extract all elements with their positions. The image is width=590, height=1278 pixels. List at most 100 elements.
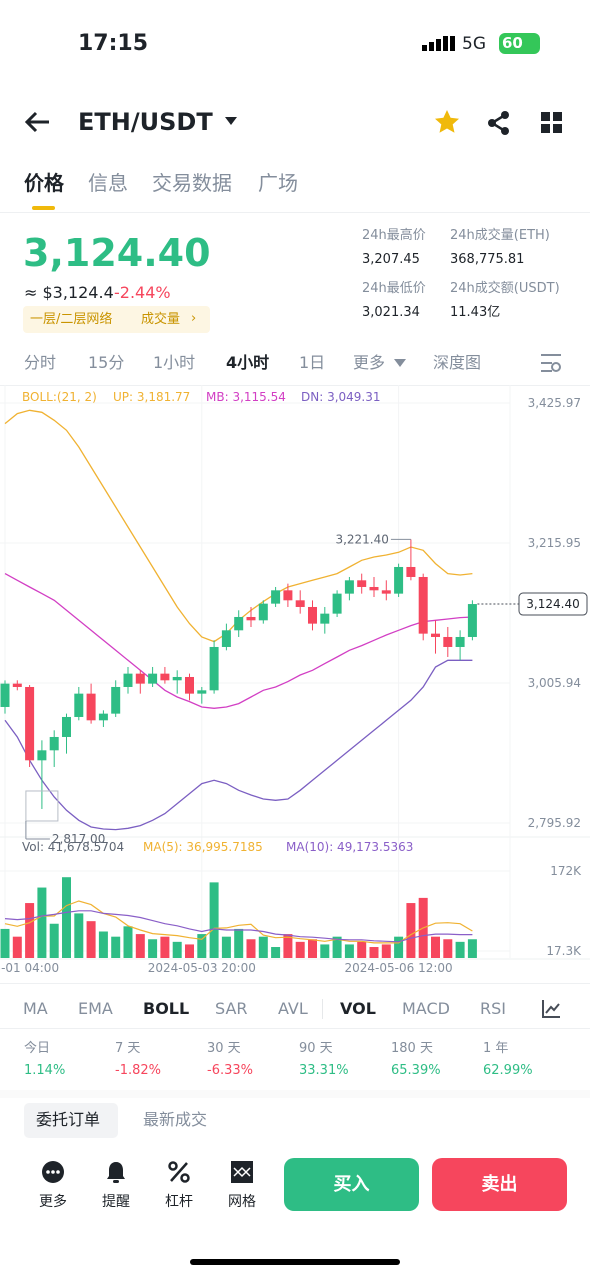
volume-bar bbox=[209, 882, 219, 958]
stat-value: 368,775.81 bbox=[450, 252, 525, 267]
more-icon[interactable] bbox=[41, 1160, 65, 1184]
alert-icon[interactable] bbox=[104, 1160, 128, 1184]
last-price-label: 3,124.40 bbox=[526, 597, 579, 611]
candle-body bbox=[123, 673, 133, 687]
period-label: 1 年 bbox=[483, 1041, 509, 1056]
tool-label[interactable]: 网格 bbox=[228, 1194, 256, 1210]
tag[interactable]: 一层/二层网络 bbox=[30, 312, 113, 327]
volume-bar bbox=[443, 939, 453, 958]
separator bbox=[322, 999, 323, 1019]
tab[interactable]: 信息 bbox=[88, 171, 128, 195]
candle-body bbox=[308, 606, 317, 624]
low-box bbox=[25, 790, 59, 822]
candle-body bbox=[74, 693, 84, 717]
order-tab[interactable]: 最新成交 bbox=[143, 1110, 208, 1129]
sell-button[interactable]: 卖出 bbox=[432, 1158, 567, 1211]
back-icon[interactable] bbox=[24, 110, 52, 134]
indicator[interactable]: SAR bbox=[215, 999, 248, 1018]
kline-chart: 2024-05-01 04:00 2024-05-03 20:00 2024-05-… bbox=[0, 385, 590, 975]
stat-value: 3,021.34 bbox=[362, 305, 420, 320]
volume-bar bbox=[246, 939, 256, 958]
volume-bar bbox=[357, 941, 367, 958]
indicator[interactable]: MACD bbox=[402, 999, 450, 1018]
volume-bar bbox=[74, 913, 84, 958]
dropdown-icon[interactable] bbox=[224, 116, 238, 126]
indicator[interactable]: EMA bbox=[78, 999, 113, 1018]
settings-icon[interactable] bbox=[540, 353, 562, 373]
tool-label[interactable]: 提醒 bbox=[102, 1194, 130, 1210]
pair[interactable]: ETH/USDT bbox=[78, 108, 213, 136]
tab[interactable]: 广场 bbox=[258, 171, 298, 195]
home-indicator bbox=[190, 1259, 400, 1265]
candle-body bbox=[418, 576, 428, 634]
boll-legend: DN: 3,049.31 bbox=[301, 390, 381, 404]
volume-legend: MA(10): 49,173.5363 bbox=[286, 840, 413, 854]
volume-bar bbox=[98, 931, 108, 958]
candle-body bbox=[86, 693, 96, 721]
interval[interactable]: 15分 bbox=[88, 353, 125, 372]
period-change: -6.33% bbox=[207, 1063, 253, 1078]
volume-bar bbox=[49, 923, 59, 958]
indicator[interactable]: RSI bbox=[480, 999, 506, 1018]
candle-body bbox=[135, 673, 145, 684]
indicator[interactable]: BOLL bbox=[143, 999, 190, 1018]
tab[interactable]: 交易数据 bbox=[152, 171, 232, 195]
candle-body bbox=[394, 566, 404, 594]
candle-body bbox=[271, 590, 281, 604]
indicator[interactable]: MA bbox=[23, 999, 48, 1018]
boll-legend: BOLL:(21, 2) bbox=[22, 390, 97, 404]
stat-label: 24h最低价 bbox=[362, 281, 426, 296]
signal-icon bbox=[422, 36, 455, 51]
tag-chip[interactable] bbox=[23, 306, 210, 333]
candle-body bbox=[246, 616, 256, 621]
tag[interactable]: 成交量 bbox=[141, 312, 181, 327]
indicator[interactable]: AVL bbox=[278, 999, 308, 1018]
share-icon[interactable] bbox=[486, 110, 512, 136]
candle-body bbox=[431, 633, 440, 637]
margin-icon[interactable] bbox=[167, 1160, 191, 1184]
star-icon[interactable] bbox=[434, 109, 460, 135]
low-label: 2,817.00 bbox=[52, 832, 105, 846]
volume-bar bbox=[86, 921, 96, 958]
period-label: 7 天 bbox=[115, 1041, 141, 1056]
divider bbox=[0, 212, 590, 213]
tool-label[interactable]: 杠杆 bbox=[165, 1194, 193, 1210]
interval[interactable]: 分时 bbox=[24, 353, 57, 372]
buy-button[interactable]: 买入 bbox=[284, 1158, 419, 1211]
y-tick-label: 3,215.95 bbox=[528, 536, 581, 550]
tool-label[interactable]: 更多 bbox=[39, 1194, 67, 1210]
volume-bar bbox=[0, 928, 10, 958]
grid-icon[interactable] bbox=[230, 1160, 254, 1184]
chart-settings-icon[interactable] bbox=[541, 999, 561, 1019]
indicator[interactable]: VOL bbox=[340, 999, 376, 1018]
candle-body bbox=[369, 586, 379, 591]
candle-body bbox=[295, 600, 305, 607]
last-price-box bbox=[518, 592, 588, 616]
period-change: 65.39% bbox=[391, 1063, 441, 1078]
volume-bar bbox=[258, 936, 268, 958]
volume-bar bbox=[12, 936, 22, 958]
candle-body bbox=[320, 613, 330, 624]
candle-body bbox=[467, 604, 477, 637]
high-label: 3,221.40 bbox=[335, 532, 388, 546]
divider bbox=[0, 1028, 590, 1029]
order-tab[interactable]: 委托订单 bbox=[36, 1110, 101, 1129]
tab[interactable]: 价格 bbox=[24, 171, 64, 195]
interval[interactable]: 1日 bbox=[299, 353, 326, 372]
candle-body bbox=[111, 686, 121, 714]
interval[interactable]: 深度图 bbox=[433, 353, 482, 372]
layout-icon[interactable] bbox=[540, 111, 564, 135]
candle-body bbox=[209, 646, 219, 691]
volume-bar bbox=[234, 928, 244, 958]
volume-bar bbox=[123, 926, 133, 958]
candle-body bbox=[12, 683, 22, 687]
interval[interactable]: 更多 bbox=[353, 353, 386, 372]
y-tick-label: 3,005.94 bbox=[528, 676, 581, 690]
volume-bar bbox=[185, 944, 194, 958]
interval[interactable]: 1小时 bbox=[153, 353, 196, 372]
volume-legend: Vol: 41,678.5704 bbox=[22, 840, 124, 854]
volume-bar bbox=[344, 944, 354, 958]
volume-bar bbox=[37, 887, 47, 958]
interval[interactable]: 4小时 bbox=[226, 353, 270, 372]
